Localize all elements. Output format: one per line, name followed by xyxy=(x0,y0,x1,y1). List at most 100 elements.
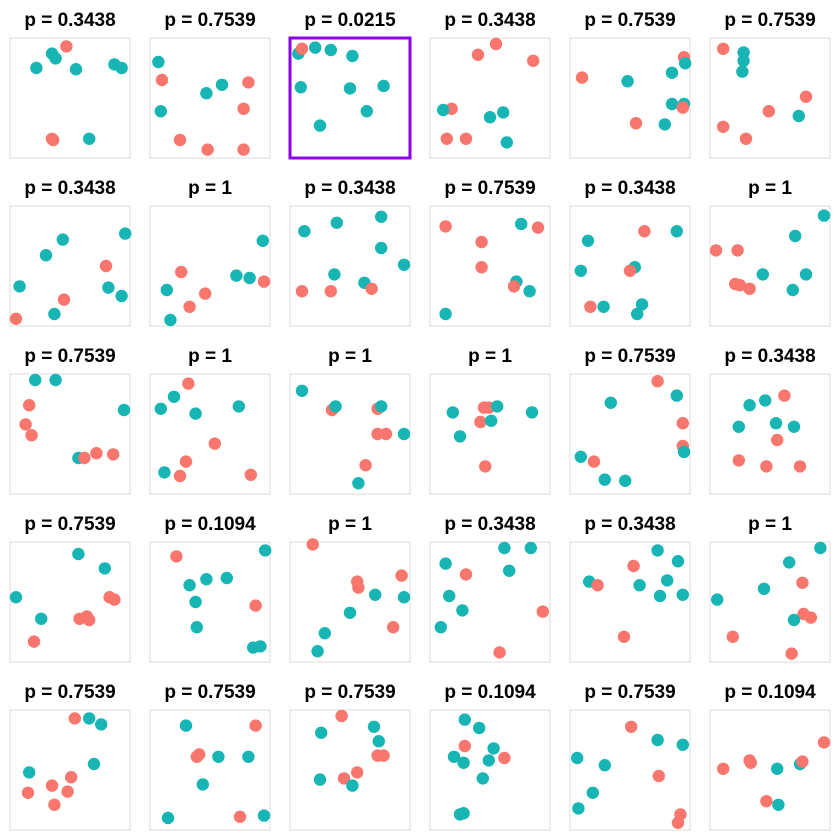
panel-title: p = 0.7539 xyxy=(24,346,115,367)
scatter-panel-14: p = 1 xyxy=(149,346,271,495)
point-red xyxy=(233,810,247,823)
point-teal xyxy=(786,283,799,297)
point-red xyxy=(498,751,511,765)
point-teal xyxy=(523,285,536,298)
point-teal xyxy=(515,217,528,231)
panel-title: p = 0.3438 xyxy=(304,178,395,199)
point-teal xyxy=(581,234,595,247)
point-teal xyxy=(792,109,805,123)
point-red xyxy=(249,719,262,732)
point-red xyxy=(201,143,214,156)
point-teal xyxy=(814,541,827,555)
point-teal xyxy=(574,450,587,463)
point-red xyxy=(379,427,393,441)
point-red xyxy=(760,460,773,473)
point-red xyxy=(439,220,452,233)
point-red xyxy=(771,433,784,447)
point-teal xyxy=(360,105,373,118)
point-teal xyxy=(491,400,504,413)
scatter-panel-29: p = 0.7539 xyxy=(569,682,691,831)
point-red xyxy=(584,300,597,313)
point-teal xyxy=(676,588,689,601)
point-red xyxy=(717,120,730,133)
point-teal xyxy=(456,604,469,617)
scatter-panel-1: p = 0.3438 xyxy=(9,10,131,159)
point-teal xyxy=(346,49,359,63)
point-teal xyxy=(49,52,62,65)
point-red xyxy=(395,569,408,582)
point-red xyxy=(21,786,35,799)
point-red xyxy=(170,550,183,563)
point-teal xyxy=(295,384,309,397)
point-teal xyxy=(330,216,343,229)
panel-frame xyxy=(709,709,831,831)
point-teal xyxy=(294,81,307,94)
point-red xyxy=(175,265,188,279)
point-teal xyxy=(487,742,500,755)
panel-frame xyxy=(289,541,411,663)
panel-title: p = 0.7539 xyxy=(24,682,115,703)
point-teal xyxy=(343,606,357,619)
point-teal xyxy=(711,593,724,606)
scatter-panel-18: p = 0.3438 xyxy=(709,346,831,495)
point-red xyxy=(440,132,453,145)
point-red xyxy=(244,468,257,481)
panel-frame xyxy=(709,373,831,495)
point-red xyxy=(182,377,195,390)
point-teal xyxy=(83,132,96,145)
point-teal xyxy=(254,640,267,653)
point-teal xyxy=(598,759,611,772)
point-teal xyxy=(119,227,132,240)
point-teal xyxy=(315,726,328,739)
point-teal xyxy=(524,541,537,555)
point-teal xyxy=(324,43,337,57)
point-red xyxy=(817,736,831,749)
point-red xyxy=(778,389,791,402)
point-teal xyxy=(328,268,341,281)
point-teal xyxy=(309,41,322,54)
scatter-panel-19: p = 0.7539 xyxy=(9,514,131,663)
panel-frame xyxy=(149,709,271,831)
scatter-panel-8: p = 1 xyxy=(149,178,271,327)
panel-title: p = 0.3438 xyxy=(724,346,815,367)
point-teal xyxy=(651,733,664,747)
point-teal xyxy=(631,307,644,321)
scatter-panel-7: p = 0.3438 xyxy=(9,178,132,327)
panel-title: p = 0.7539 xyxy=(304,682,395,703)
point-red xyxy=(709,244,723,257)
point-teal xyxy=(598,473,611,486)
panel-frame xyxy=(709,541,831,663)
point-red xyxy=(459,568,473,581)
point-teal xyxy=(154,105,167,118)
point-red xyxy=(61,785,74,798)
point-teal xyxy=(377,79,390,93)
point-teal xyxy=(154,402,167,415)
point-teal xyxy=(447,750,461,763)
point-teal xyxy=(658,118,671,131)
point-teal xyxy=(115,61,128,75)
point-teal xyxy=(572,802,585,815)
point-red xyxy=(107,448,120,461)
panel-frame xyxy=(569,373,691,495)
panel-title: p = 0.7539 xyxy=(584,682,675,703)
point-red xyxy=(306,538,319,551)
point-red xyxy=(108,593,121,606)
scatter-panel-5: p = 0.7539 xyxy=(569,10,692,159)
point-red xyxy=(249,599,262,612)
point-teal xyxy=(72,547,85,561)
point-teal xyxy=(29,373,42,387)
point-teal xyxy=(102,281,115,294)
point-teal xyxy=(671,555,685,568)
point-red xyxy=(257,275,271,288)
point-teal xyxy=(771,762,784,775)
point-teal xyxy=(367,720,381,733)
point-red xyxy=(799,90,813,104)
point-teal xyxy=(679,57,692,70)
point-red xyxy=(459,132,473,145)
point-teal xyxy=(473,721,486,735)
panel-frame xyxy=(709,205,831,327)
point-red xyxy=(25,429,38,442)
point-red xyxy=(335,709,348,723)
panel-title: p = 1 xyxy=(328,346,372,367)
